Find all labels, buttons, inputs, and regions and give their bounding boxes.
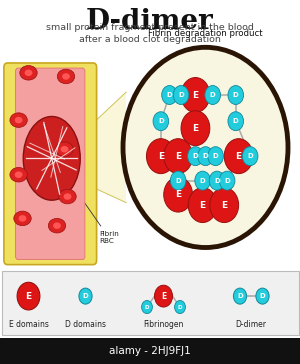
Circle shape bbox=[181, 78, 210, 112]
Circle shape bbox=[79, 288, 92, 304]
Circle shape bbox=[164, 177, 193, 212]
Text: D: D bbox=[210, 92, 216, 98]
Text: E: E bbox=[26, 292, 32, 301]
Circle shape bbox=[208, 147, 224, 166]
FancyBboxPatch shape bbox=[4, 63, 97, 265]
Circle shape bbox=[228, 112, 244, 131]
Text: D: D bbox=[167, 92, 172, 98]
Text: D: D bbox=[214, 178, 220, 183]
Text: E: E bbox=[221, 201, 227, 210]
Text: D-dimer: D-dimer bbox=[236, 320, 267, 329]
Text: E: E bbox=[192, 124, 199, 133]
FancyBboxPatch shape bbox=[2, 271, 298, 335]
Text: D: D bbox=[233, 118, 239, 124]
Ellipse shape bbox=[56, 142, 73, 157]
Text: Fibrinogen: Fibrinogen bbox=[143, 320, 184, 329]
Text: E: E bbox=[200, 201, 206, 210]
Ellipse shape bbox=[20, 66, 37, 80]
Text: D: D bbox=[213, 153, 218, 159]
Text: D: D bbox=[178, 92, 184, 98]
Ellipse shape bbox=[19, 215, 26, 222]
Ellipse shape bbox=[25, 70, 32, 76]
Circle shape bbox=[173, 86, 189, 104]
Circle shape bbox=[17, 282, 40, 310]
Circle shape bbox=[154, 285, 172, 307]
Circle shape bbox=[195, 171, 210, 190]
Text: alamy - 2HJ9FJ1: alamy - 2HJ9FJ1 bbox=[109, 346, 191, 356]
Ellipse shape bbox=[57, 69, 75, 84]
Circle shape bbox=[188, 147, 203, 166]
Text: D: D bbox=[237, 293, 243, 299]
Circle shape bbox=[164, 139, 193, 174]
Text: D: D bbox=[82, 293, 88, 299]
Ellipse shape bbox=[53, 222, 61, 229]
Circle shape bbox=[123, 47, 288, 248]
Text: D-dimer: D-dimer bbox=[86, 8, 214, 35]
Text: E: E bbox=[158, 152, 164, 161]
Text: D: D bbox=[202, 153, 208, 159]
Circle shape bbox=[242, 147, 258, 166]
Ellipse shape bbox=[14, 211, 31, 226]
FancyBboxPatch shape bbox=[0, 338, 300, 364]
Circle shape bbox=[153, 112, 169, 131]
Circle shape bbox=[228, 86, 244, 104]
Text: D: D bbox=[175, 178, 181, 183]
FancyBboxPatch shape bbox=[16, 68, 85, 260]
Text: E: E bbox=[236, 152, 242, 161]
Text: D: D bbox=[224, 178, 230, 183]
Circle shape bbox=[181, 111, 210, 146]
Text: Fibrin degradation product: Fibrin degradation product bbox=[148, 29, 263, 38]
Ellipse shape bbox=[23, 116, 80, 200]
Text: small protein fragment present in the blood
after a blood clot degradation: small protein fragment present in the bl… bbox=[46, 23, 254, 44]
Text: D: D bbox=[158, 118, 164, 124]
Circle shape bbox=[146, 139, 175, 174]
Text: E domains: E domains bbox=[9, 320, 48, 329]
Ellipse shape bbox=[10, 113, 27, 127]
Circle shape bbox=[209, 171, 225, 190]
Polygon shape bbox=[80, 92, 126, 202]
Circle shape bbox=[205, 86, 220, 104]
Circle shape bbox=[219, 171, 235, 190]
Text: E: E bbox=[192, 91, 199, 99]
Text: D: D bbox=[178, 305, 182, 309]
Text: Fibrin
RBC: Fibrin RBC bbox=[65, 175, 119, 244]
Ellipse shape bbox=[62, 73, 70, 80]
Circle shape bbox=[256, 288, 269, 304]
Circle shape bbox=[224, 139, 253, 174]
Text: D: D bbox=[247, 153, 253, 159]
Ellipse shape bbox=[15, 117, 22, 123]
Text: D: D bbox=[145, 305, 149, 309]
Text: D: D bbox=[200, 178, 206, 183]
Circle shape bbox=[170, 171, 186, 190]
Text: E: E bbox=[175, 190, 181, 199]
Circle shape bbox=[233, 288, 247, 304]
Circle shape bbox=[162, 86, 177, 104]
Ellipse shape bbox=[72, 72, 90, 256]
Ellipse shape bbox=[61, 146, 68, 153]
Ellipse shape bbox=[64, 193, 71, 200]
Ellipse shape bbox=[10, 167, 27, 182]
Text: D: D bbox=[260, 293, 266, 299]
Ellipse shape bbox=[59, 189, 76, 204]
Text: D: D bbox=[233, 92, 239, 98]
Circle shape bbox=[188, 187, 217, 222]
Ellipse shape bbox=[48, 218, 66, 233]
Circle shape bbox=[198, 147, 213, 166]
Text: D domains: D domains bbox=[65, 320, 106, 329]
Ellipse shape bbox=[15, 171, 22, 178]
Text: D: D bbox=[193, 153, 198, 159]
Text: E: E bbox=[175, 152, 181, 161]
Circle shape bbox=[142, 301, 152, 313]
Ellipse shape bbox=[11, 72, 28, 256]
Circle shape bbox=[210, 187, 238, 222]
Text: E: E bbox=[161, 292, 166, 301]
Circle shape bbox=[175, 301, 185, 313]
